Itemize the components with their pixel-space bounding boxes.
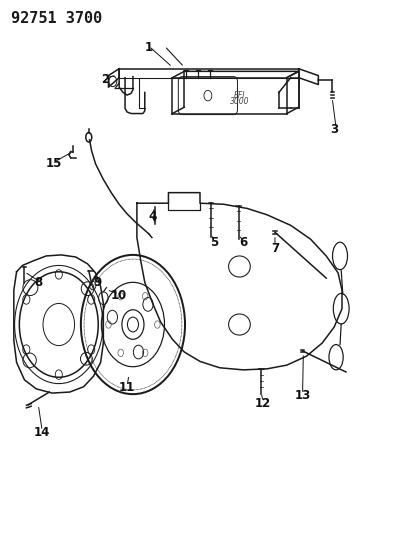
Text: 15: 15 [46, 157, 62, 170]
Text: 8: 8 [34, 276, 42, 289]
Text: EFI: EFI [234, 91, 245, 100]
Text: 1: 1 [145, 41, 153, 54]
Text: 3000: 3000 [230, 97, 249, 106]
Text: 14: 14 [34, 426, 50, 439]
Text: 92751 3700: 92751 3700 [11, 11, 102, 26]
Text: 3: 3 [330, 123, 338, 136]
Text: 5: 5 [210, 236, 218, 249]
Text: 4: 4 [148, 210, 157, 223]
Text: 13: 13 [294, 389, 311, 402]
Text: 7: 7 [271, 241, 279, 255]
Text: 12: 12 [255, 397, 271, 410]
Text: 2: 2 [101, 73, 109, 86]
Text: 9: 9 [93, 276, 102, 289]
Text: 6: 6 [239, 236, 248, 249]
Text: 11: 11 [119, 381, 135, 394]
Text: 10: 10 [111, 289, 127, 302]
